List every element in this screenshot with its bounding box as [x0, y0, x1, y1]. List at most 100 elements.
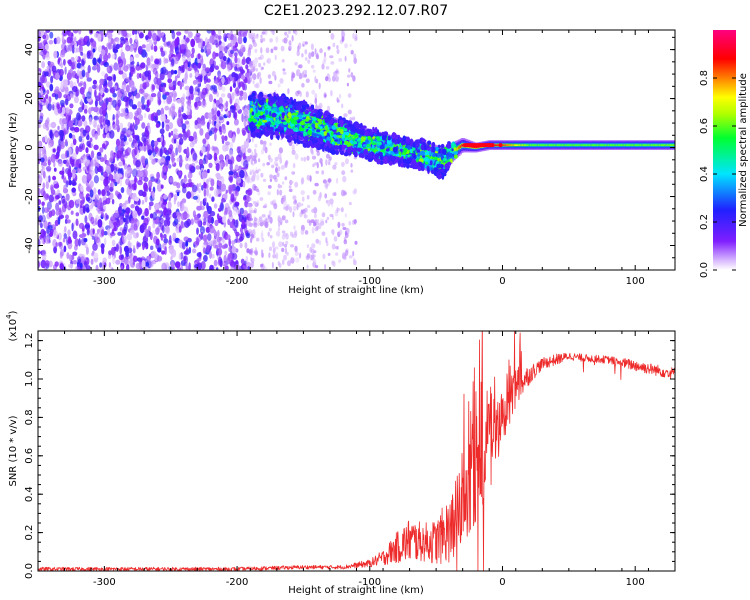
- noise-speck: [153, 45, 158, 52]
- noise-speck: [117, 143, 123, 152]
- noise-speck: [125, 76, 129, 83]
- noise-speck: [142, 82, 147, 90]
- noise-speck: [228, 187, 232, 195]
- noise-speck: [287, 260, 291, 267]
- noise-speck: [224, 192, 228, 201]
- noise-speck: [42, 162, 48, 167]
- noise-speck: [212, 60, 216, 68]
- noise-speck: [294, 61, 298, 66]
- noise-speck: [228, 246, 232, 253]
- noise-speck: [265, 217, 268, 221]
- noise-speck: [81, 115, 86, 122]
- noise-speck: [213, 259, 218, 267]
- noise-speck: [127, 240, 131, 249]
- noise-speck: [184, 62, 188, 70]
- noise-speck: [203, 188, 207, 197]
- noise-speck: [121, 84, 127, 90]
- noise-speck: [146, 99, 150, 108]
- trace-segment: [649, 144, 652, 146]
- noise-speck: [229, 221, 234, 229]
- noise-speck: [107, 32, 113, 39]
- noise-speck: [48, 96, 52, 104]
- noise-speck: [299, 252, 302, 259]
- noise-speck: [209, 264, 214, 270]
- noise-speck: [45, 175, 49, 183]
- noise-speck: [186, 129, 191, 138]
- noise-speck: [55, 242, 58, 248]
- noise-speck: [308, 52, 312, 60]
- noise-speck: [186, 90, 190, 97]
- noise-speck: [63, 233, 67, 240]
- noise-speck: [78, 30, 82, 35]
- noise-speck: [57, 160, 64, 167]
- noise-speck: [241, 113, 244, 123]
- noise-speck: [135, 262, 141, 270]
- noise-speck: [304, 49, 308, 55]
- noise-speck: [311, 243, 316, 249]
- noise-speck: [94, 89, 97, 98]
- noise-speck: [168, 122, 174, 130]
- noise-speck: [58, 200, 62, 205]
- noise-speck: [243, 36, 247, 44]
- noise-speck: [76, 75, 80, 84]
- noise-speck: [72, 172, 76, 179]
- noise-speck: [171, 30, 176, 40]
- noise-speck: [194, 264, 200, 269]
- noise-speck: [91, 84, 97, 90]
- noise-speck: [289, 244, 295, 248]
- noise-speck: [75, 218, 79, 226]
- noise-speck: [325, 76, 329, 82]
- noise-speck: [315, 170, 320, 174]
- noise-speck: [83, 108, 88, 114]
- noise-speck: [258, 216, 263, 223]
- noise-speck: [342, 255, 347, 260]
- noise-speck: [211, 253, 215, 259]
- noise-speck: [115, 113, 119, 121]
- trace-segment: [515, 144, 518, 146]
- trace-segment: [627, 144, 630, 146]
- noise-speck: [222, 144, 228, 152]
- noise-speck: [132, 168, 138, 178]
- noise-speck: [267, 185, 272, 189]
- noise-speck: [282, 181, 285, 185]
- trace-segment: [604, 144, 607, 146]
- noise-speck: [136, 72, 140, 79]
- noise-speck: [284, 205, 289, 212]
- noise-speck: [155, 123, 160, 128]
- noise-speck: [168, 246, 175, 255]
- noise-speck: [149, 39, 153, 47]
- noise-speck: [291, 72, 296, 79]
- noise-speck: [283, 243, 288, 248]
- noise-speck: [102, 205, 107, 210]
- noise-speck: [285, 240, 289, 245]
- noise-speck: [249, 169, 253, 176]
- noise-speck: [47, 159, 51, 167]
- noise-speck: [267, 154, 271, 160]
- noise-speck: [107, 79, 113, 88]
- noise-speck: [340, 189, 345, 197]
- noise-speck: [243, 160, 249, 169]
- noise-speck: [97, 219, 103, 228]
- trace-segment: [419, 153, 423, 158]
- noise-speck: [318, 222, 322, 230]
- noise-speck: [203, 217, 207, 224]
- noise-speck: [189, 73, 193, 78]
- noise-speck: [232, 184, 235, 190]
- noise-speck: [213, 85, 218, 93]
- noise-speck: [281, 215, 286, 221]
- noise-speck: [353, 53, 357, 59]
- noise-speck: [251, 229, 255, 234]
- noise-speck: [223, 254, 227, 262]
- noise-speck: [62, 49, 66, 55]
- noise-speck: [236, 127, 240, 135]
- noise-speck: [284, 31, 287, 36]
- noise-speck: [133, 223, 138, 231]
- noise-speck: [173, 218, 179, 226]
- trace-segment: [459, 145, 462, 148]
- trace-segment: [614, 144, 617, 146]
- noise-speck: [211, 116, 216, 121]
- noise-speck: [315, 54, 319, 58]
- noise-speck: [243, 140, 249, 149]
- trace-segment: [456, 147, 459, 151]
